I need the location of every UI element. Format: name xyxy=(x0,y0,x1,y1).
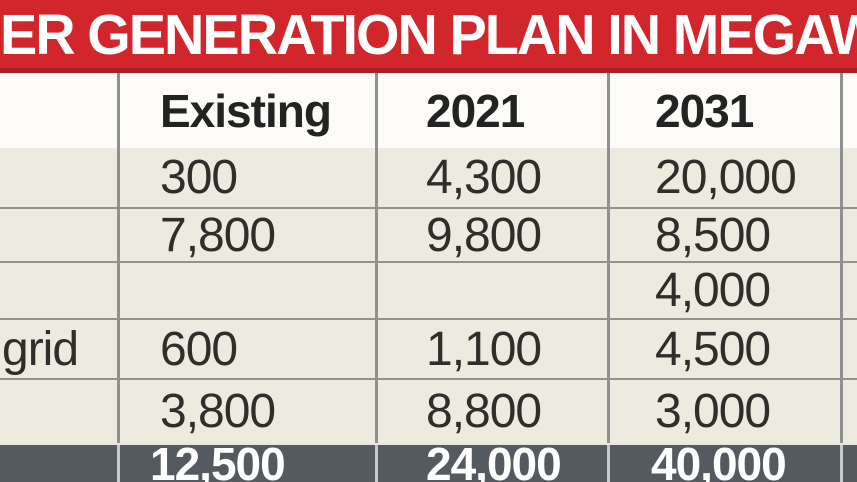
row-label-cell xyxy=(0,209,120,261)
row-label-cell xyxy=(0,148,120,207)
cell-cropped-column xyxy=(843,380,857,443)
cell-existing xyxy=(120,263,378,318)
cell-2031: 8,500 xyxy=(610,209,843,261)
header-cell-label xyxy=(0,73,120,148)
header-cell-2031: 2031 xyxy=(610,73,843,148)
value-2021: 8,800 xyxy=(426,385,542,438)
cell-2031: 3,000 xyxy=(610,380,843,443)
table-row: 300 4,300 20,000 xyxy=(0,148,857,207)
table-total-row: 12,500 24,000 40,000 xyxy=(0,443,857,482)
cell-existing: 600 xyxy=(120,320,378,378)
value-2021: 4,300 xyxy=(426,151,542,204)
value-2021: 9,800 xyxy=(426,209,542,261)
total-2021: 24,000 xyxy=(426,445,562,482)
generation-plan-table: Existing 2021 2031 300 4,300 20,000 xyxy=(0,73,857,482)
header-cell-2021: 2021 xyxy=(378,73,610,148)
cell-cropped-column xyxy=(843,320,857,378)
page-title: ER GENERATION PLAN IN MEGAW xyxy=(0,3,857,67)
value-existing: 3,800 xyxy=(160,385,276,438)
row-label-grid: grid xyxy=(2,322,79,376)
table-header-row: Existing 2021 2031 xyxy=(0,73,857,148)
title-banner: ER GENERATION PLAN IN MEGAW xyxy=(0,0,857,73)
table-row: 4,000 xyxy=(0,261,857,318)
cell-cropped-column xyxy=(843,209,857,261)
cell-2031: 4,000 xyxy=(610,263,843,318)
value-2031: 4,000 xyxy=(655,264,771,317)
cell-2031: 4,500 xyxy=(610,320,843,378)
total-cell-existing: 12,500 xyxy=(120,445,378,482)
column-header-2031: 2031 xyxy=(655,84,754,137)
value-2031: 8,500 xyxy=(655,209,771,261)
column-header-2021: 2021 xyxy=(426,84,525,137)
total-2031: 40,000 xyxy=(651,445,787,482)
cell-existing: 300 xyxy=(120,148,378,207)
value-2031: 4,500 xyxy=(655,322,771,376)
value-existing: 300 xyxy=(160,151,238,204)
total-existing: 12,500 xyxy=(150,445,286,482)
header-cell-existing: Existing xyxy=(120,73,378,148)
column-header-existing: Existing xyxy=(160,84,332,137)
cell-cropped-column xyxy=(843,263,857,318)
cell-existing: 3,800 xyxy=(120,380,378,443)
header-cell-cropped-column xyxy=(843,73,857,148)
value-existing: 600 xyxy=(160,322,238,376)
table-row: grid 600 1,100 4,500 xyxy=(0,318,857,378)
value-2031: 3,000 xyxy=(655,385,771,438)
row-label-cell xyxy=(0,263,120,318)
total-label-cell xyxy=(0,445,120,482)
cell-2021: 4,300 xyxy=(378,148,610,207)
table-row: 7,800 9,800 8,500 xyxy=(0,207,857,261)
cell-2021: 1,100 xyxy=(378,320,610,378)
cell-existing: 7,800 xyxy=(120,209,378,261)
cell-2021: 9,800 xyxy=(378,209,610,261)
total-cell-2031: 40,000 xyxy=(610,445,843,482)
cell-2031: 20,000 xyxy=(610,148,843,207)
value-existing: 7,800 xyxy=(160,209,276,261)
row-label-cell: grid xyxy=(0,320,120,378)
value-2021: 1,100 xyxy=(426,322,542,376)
total-cell-cropped-column xyxy=(843,445,857,482)
cell-2021 xyxy=(378,263,610,318)
value-2031: 20,000 xyxy=(655,151,797,204)
total-cell-2021: 24,000 xyxy=(378,445,610,482)
cell-cropped-column xyxy=(843,148,857,207)
table-row: 3,800 8,800 3,000 xyxy=(0,378,857,443)
cell-2021: 8,800 xyxy=(378,380,610,443)
row-label-cell xyxy=(0,380,120,443)
